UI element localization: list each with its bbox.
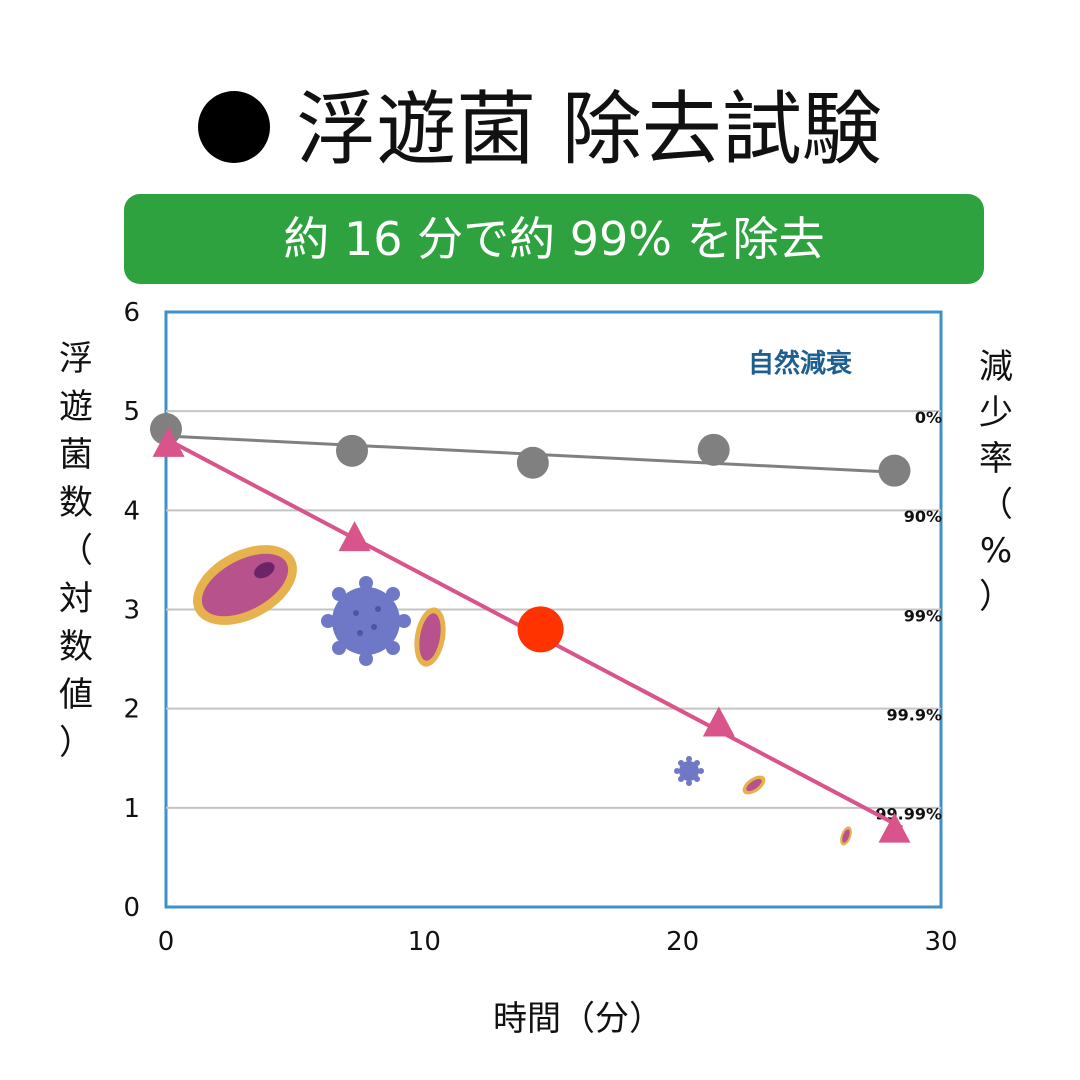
- y-tick-label: 2: [123, 695, 140, 725]
- data-point-triangle: [338, 521, 371, 552]
- y-tick-label: 4: [123, 496, 140, 526]
- right-tick-label: 0%: [915, 408, 942, 427]
- tick-labels: 0 1 2 3 4 5 6 0 10 20 30: [123, 298, 957, 957]
- x-tick-label: 30: [924, 927, 957, 957]
- right-tick-label: 99%: [904, 606, 942, 625]
- title-text: 浮遊菌 除去試験: [296, 83, 882, 176]
- highlight-point: [517, 606, 564, 653]
- right-tick-label: 90%: [904, 507, 942, 526]
- y-tick-label: 6: [123, 298, 140, 328]
- y-tick-label: 5: [123, 397, 140, 427]
- data-point-circle: [697, 433, 730, 466]
- data-point-circle: [150, 413, 182, 446]
- x-axis-label: 時間（分）: [493, 999, 663, 1039]
- data-point-circle: [878, 454, 911, 487]
- y2-axis-label: 減少率（%）: [979, 347, 1013, 617]
- page-title: 浮遊菌 除去試験: [0, 80, 1080, 180]
- legend-natural-decay: 自然減衰: [748, 348, 853, 379]
- x-tick-label: 20: [666, 927, 699, 957]
- y-tick-label: 3: [123, 596, 140, 626]
- data-point-circle: [516, 446, 549, 479]
- bullet-dot-icon: [198, 91, 271, 164]
- data-point-triangle: [878, 812, 911, 843]
- data-point-circle: [336, 434, 368, 467]
- summary-banner: 約 16 分で約 99% を除去: [124, 194, 984, 284]
- grid-lines: [166, 410, 941, 809]
- annotation-layer: [517, 606, 564, 653]
- bacteria-illustration-icon: [193, 545, 852, 846]
- y-tick-label: 0: [123, 893, 140, 923]
- right-tick-label: 99.9%: [886, 706, 942, 725]
- y-axis-label: 浮遊菌数（対数値）: [59, 339, 93, 763]
- data-point-triangle: [702, 706, 735, 737]
- x-tick-label: 10: [408, 927, 441, 957]
- y-tick-label: 1: [123, 794, 140, 824]
- right-tick-labels: 0%90%99%99.9%99.99%: [875, 408, 942, 824]
- data-point-triangle: [152, 426, 185, 457]
- x-tick-label: 0: [158, 927, 175, 957]
